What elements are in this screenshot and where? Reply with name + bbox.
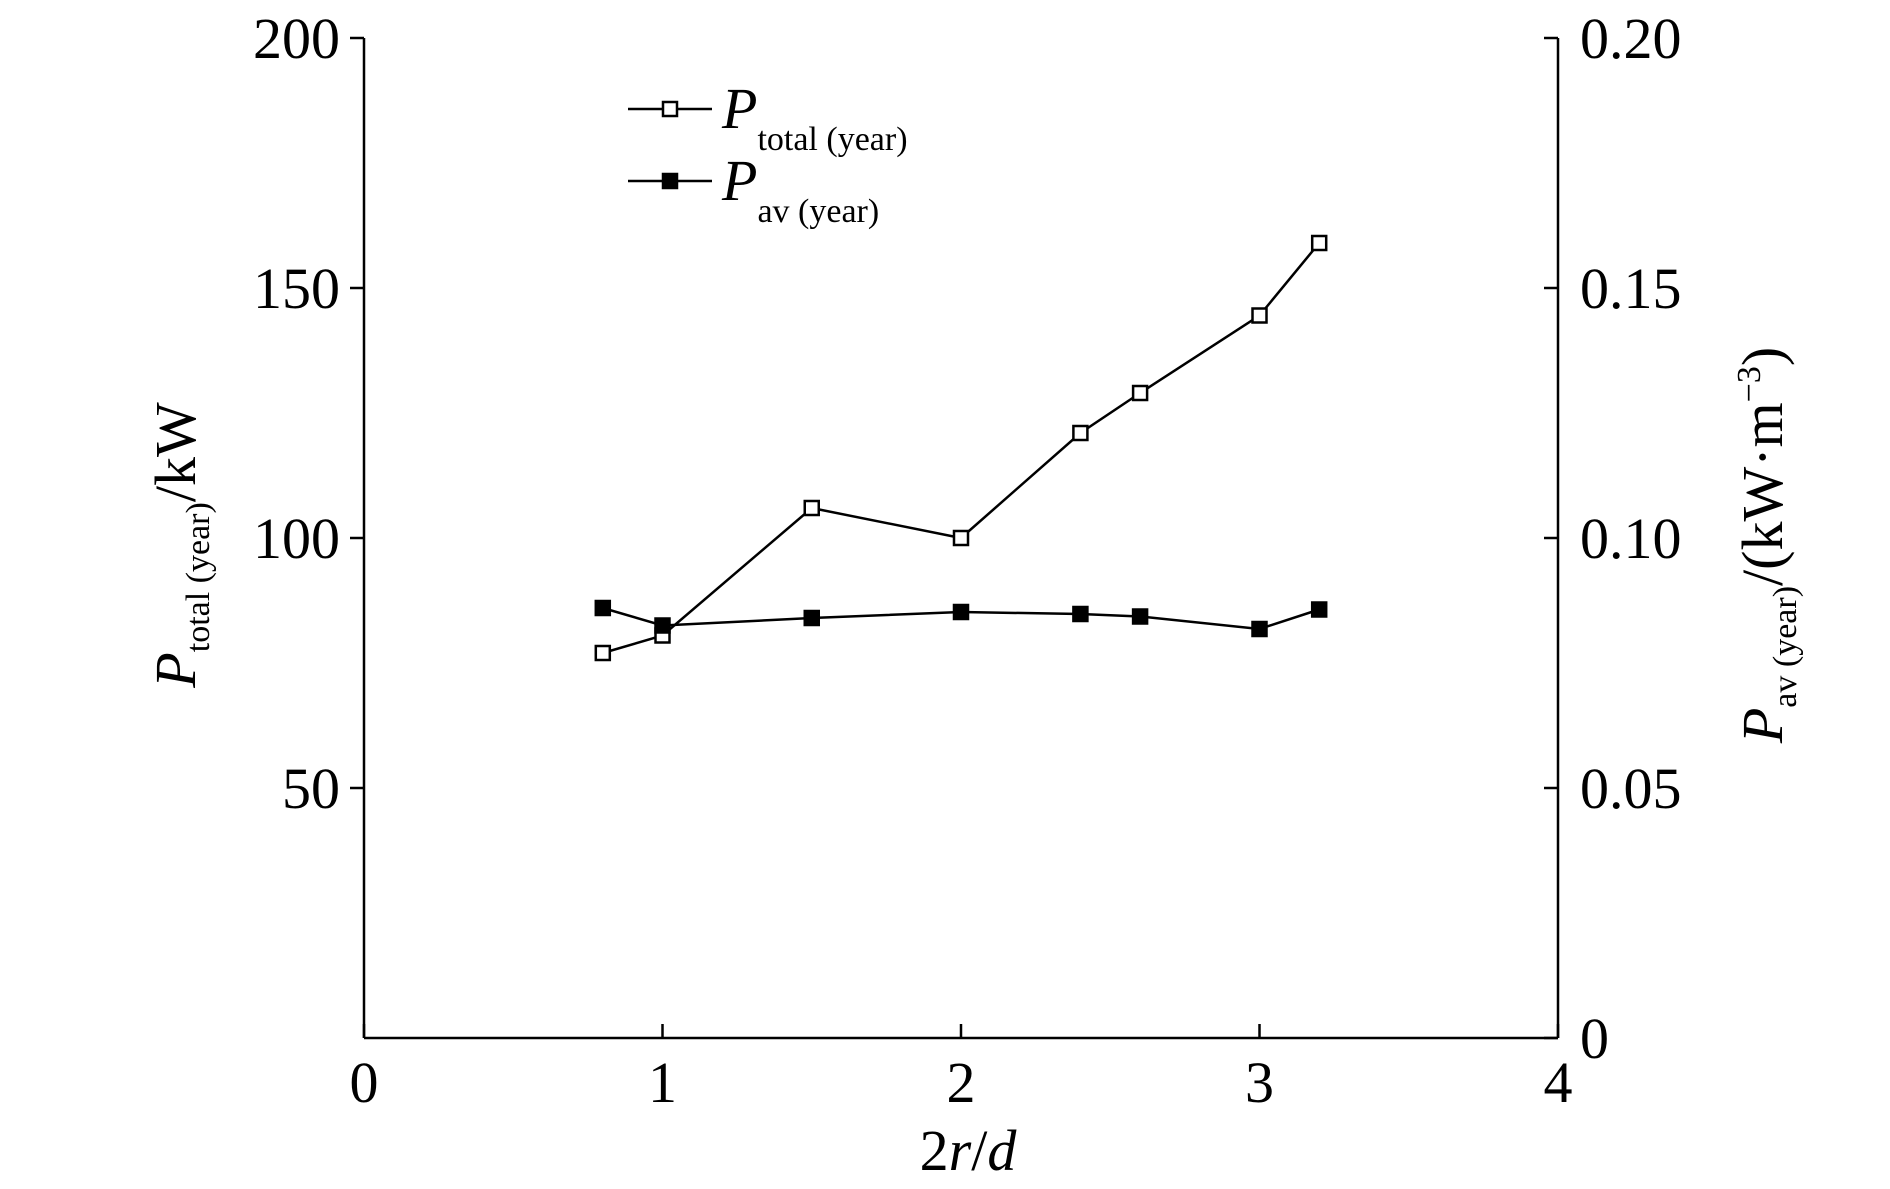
x-axis-ticks: 0 1 2 3 4 — [350, 1024, 1573, 1115]
legend-item-av: Pav (year) — [628, 148, 879, 230]
data-point-total — [1072, 424, 1089, 442]
data-point-av — [1310, 601, 1328, 618]
right-y-tick-label: 0.10 — [1580, 506, 1682, 571]
series-layer — [594, 234, 1328, 662]
left-y-tick-label: 200 — [253, 6, 340, 71]
x-axis-title-r: r — [949, 1118, 972, 1183]
legend-label-av-sub: av (year) — [757, 193, 879, 230]
data-point-av — [594, 599, 612, 617]
left-y-tick-label: 50 — [282, 756, 340, 821]
x-tick-label: 4 — [1544, 1050, 1573, 1115]
x-axis-title-2: 2 — [920, 1118, 949, 1183]
x-tick-label: 0 — [350, 1050, 379, 1115]
right-y-axis-ticks: 0 0.05 0.10 0.15 0.20 — [1544, 6, 1682, 1071]
data-point-av — [1251, 620, 1268, 638]
x-tick-label: 3 — [1245, 1050, 1274, 1115]
left-y-tick-label: 150 — [253, 256, 340, 321]
x-axis-title-slash: / — [971, 1118, 988, 1183]
data-point-av — [1072, 605, 1089, 623]
legend-label-total: Ptotal (year) — [721, 76, 908, 158]
legend: Ptotal (year) Pav (year) — [628, 76, 908, 230]
right-y-tick-label: 0.05 — [1580, 756, 1682, 821]
data-point-total — [1251, 307, 1268, 324]
data-point-av — [654, 617, 671, 634]
legend-label-av-P: P — [721, 148, 757, 213]
data-point-av — [952, 603, 970, 621]
legend-item-total: Ptotal (year) — [628, 76, 908, 158]
left-y-axis-title-sub: total (year) — [180, 502, 217, 652]
legend-marker-av — [661, 172, 679, 190]
data-point-total — [803, 499, 820, 517]
right-y-tick-label: 0.15 — [1580, 256, 1682, 321]
left-y-axis-ticks: 50 100 150 200 — [253, 6, 364, 821]
x-axis-title-d: d — [987, 1118, 1017, 1183]
legend-label-total-P: P — [721, 76, 757, 141]
legend-marker-total — [661, 100, 679, 118]
left-y-axis-title-unit: /kW — [143, 402, 208, 502]
left-y-tick-label: 100 — [253, 506, 340, 571]
right-y-axis-title-P: P — [1730, 708, 1795, 744]
legend-label-av: Pav (year) — [721, 148, 879, 230]
x-tick-label: 1 — [648, 1050, 677, 1115]
left-y-axis-title-P: P — [143, 652, 208, 688]
data-point-total — [1131, 384, 1149, 402]
series-line-av — [602, 606, 1320, 631]
x-axis-title: 2r/d — [920, 1118, 1018, 1183]
right-y-axis-title-unit: /(kW·m — [1730, 402, 1795, 586]
data-point-total — [1310, 234, 1328, 252]
data-point-av — [803, 609, 820, 627]
legend-label-total-sub: total (year) — [757, 121, 907, 158]
right-y-axis-title: Pav (year)/(kW·m−3) — [1730, 347, 1804, 744]
right-y-axis-title-close: ) — [1730, 347, 1795, 366]
right-y-axis-title-sub: av (year) — [1767, 586, 1804, 708]
data-point-av — [1131, 608, 1149, 625]
left-y-axis-title: Ptotal (year)/kW — [143, 402, 217, 689]
data-point-total — [594, 644, 612, 662]
x-tick-label: 2 — [947, 1050, 976, 1115]
data-point-total — [952, 529, 970, 547]
right-y-tick-label: 0 — [1580, 1006, 1609, 1071]
right-y-tick-label: 0.20 — [1580, 6, 1682, 71]
right-y-axis-title-sup: −3 — [1731, 366, 1768, 402]
series-line-total — [602, 242, 1321, 655]
